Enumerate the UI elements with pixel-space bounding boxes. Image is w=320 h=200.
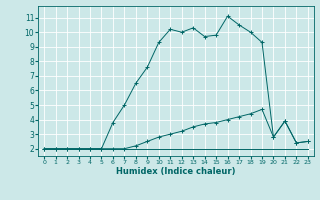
X-axis label: Humidex (Indice chaleur): Humidex (Indice chaleur) [116, 167, 236, 176]
